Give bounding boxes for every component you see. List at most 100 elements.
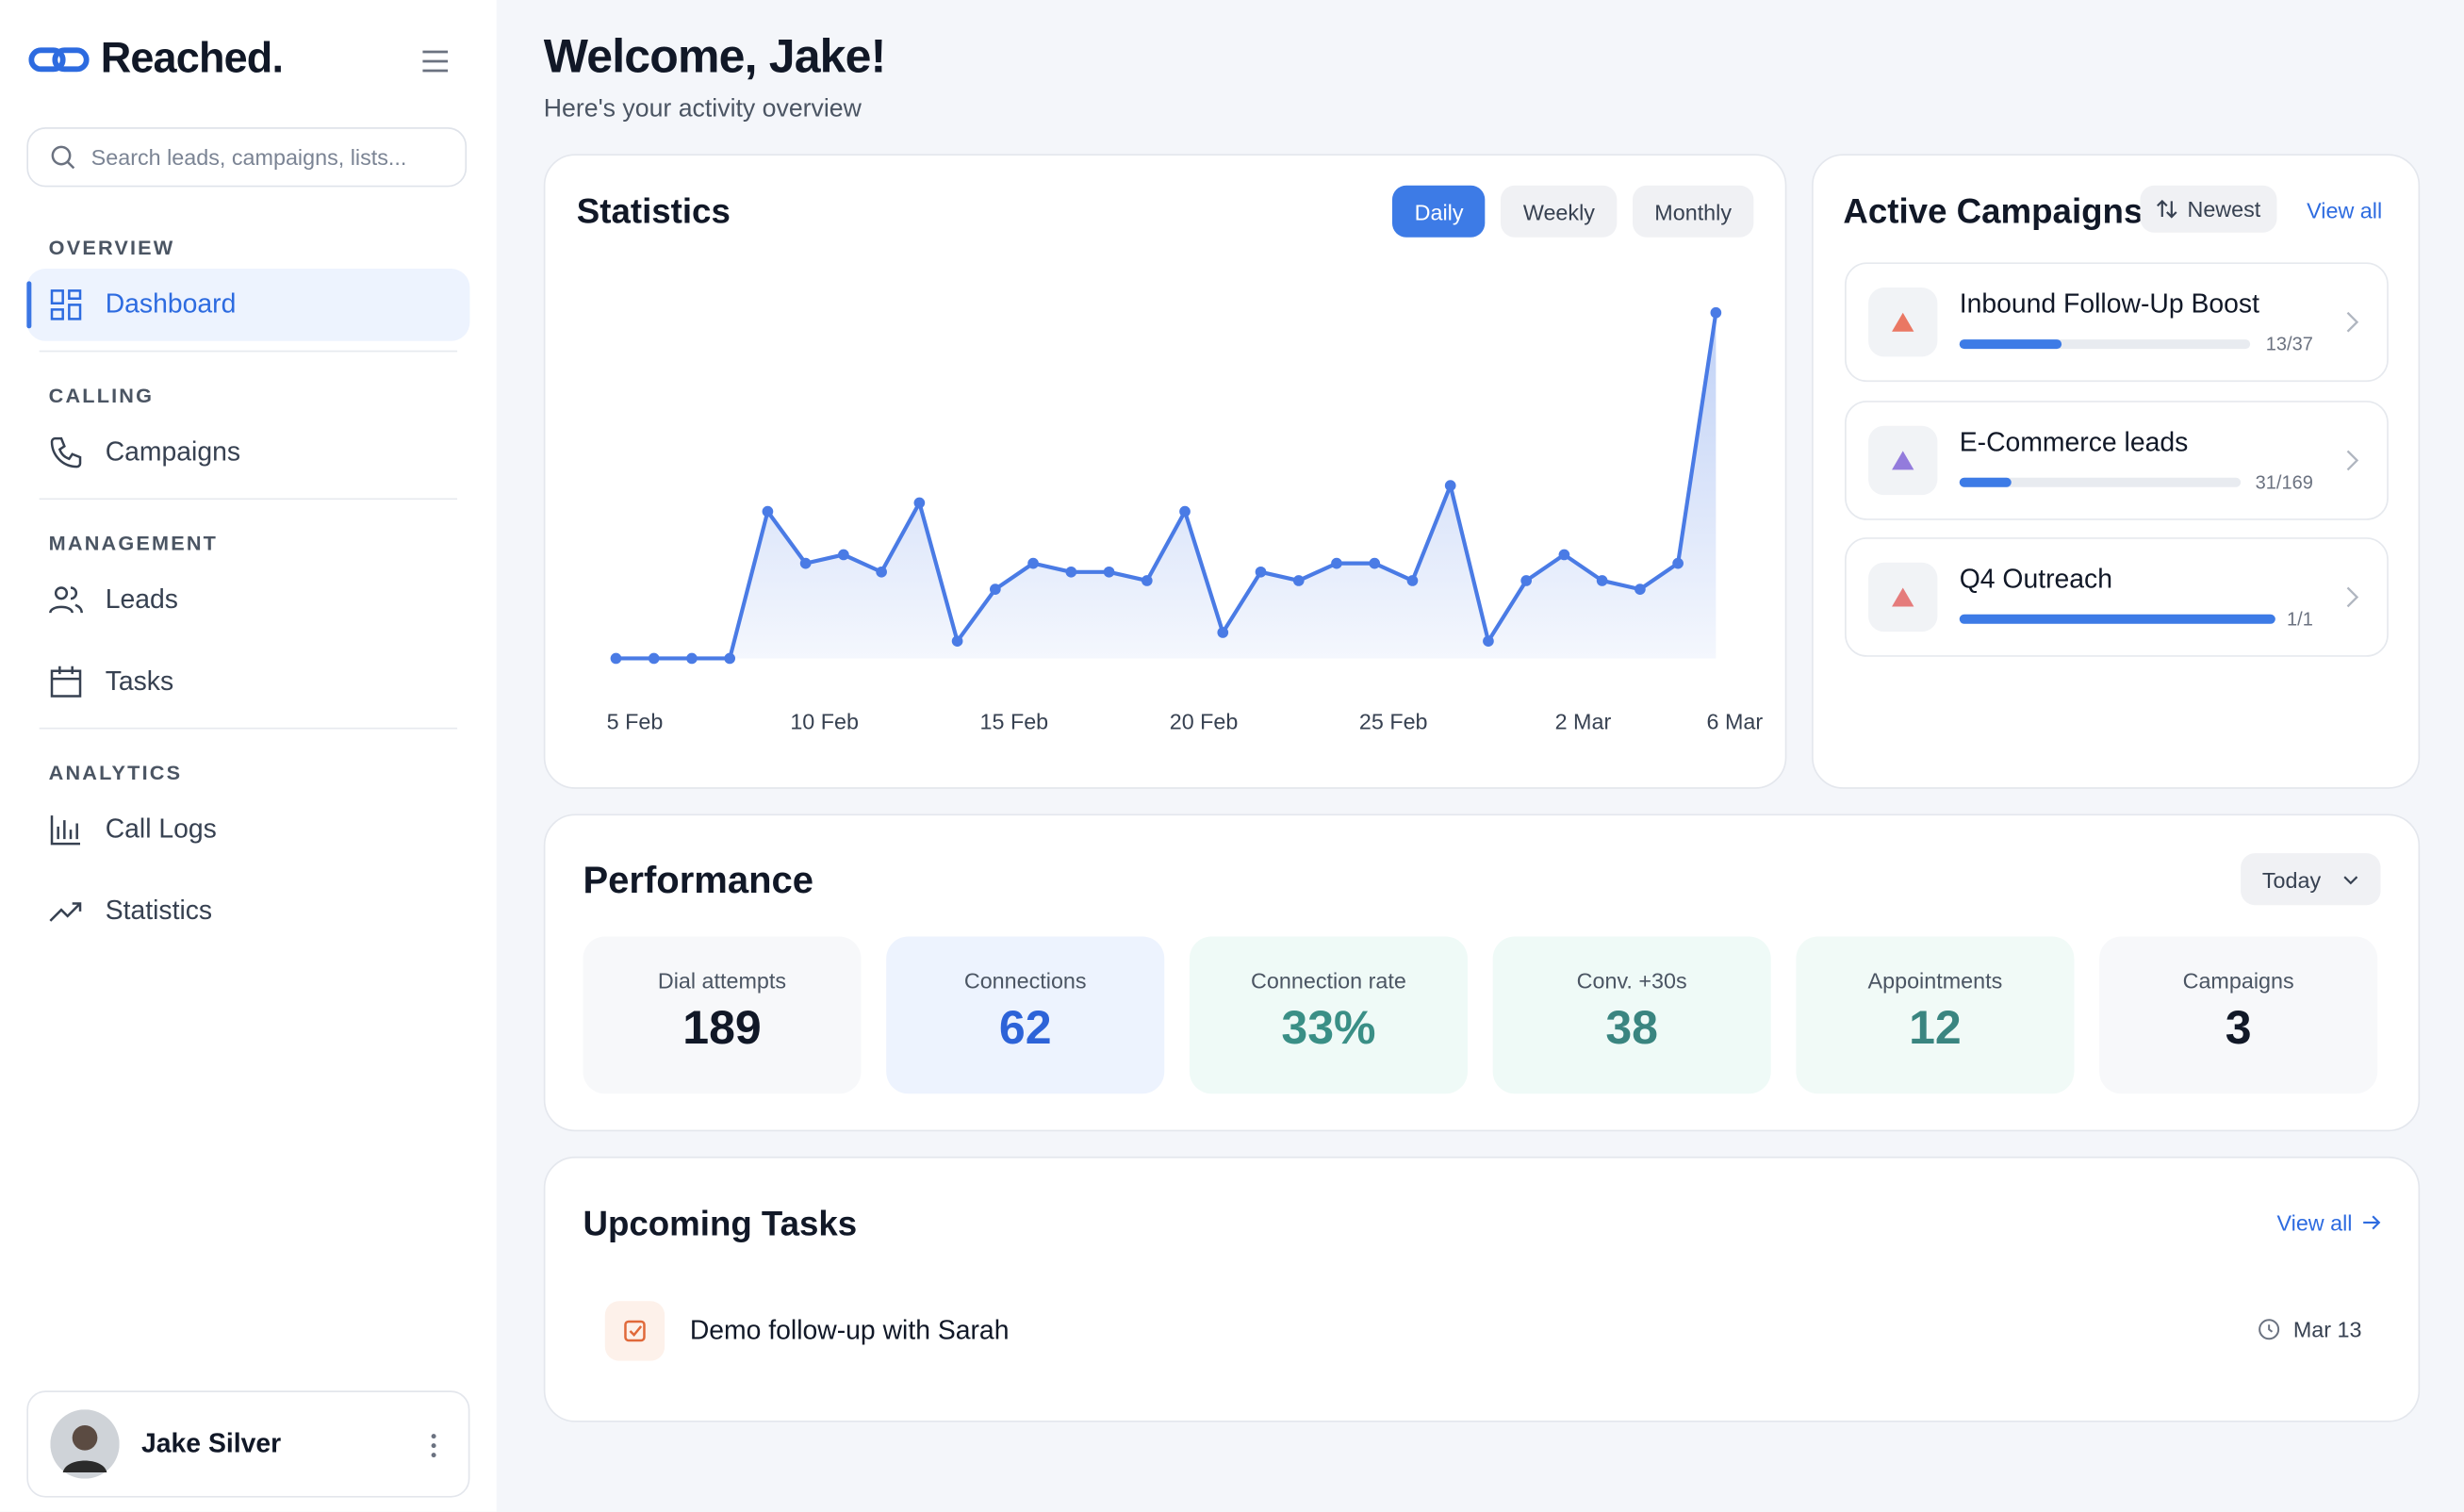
- nav-section: OVERVIEW: [48, 236, 175, 260]
- campaign-row[interactable]: Q4 Outreach 1/1: [1845, 537, 2389, 657]
- progress-track: [1959, 614, 2275, 624]
- user-card[interactable]: Jake Silver: [26, 1390, 470, 1498]
- tab[interactable]: Daily: [1392, 185, 1486, 238]
- menu-button[interactable]: [421, 49, 450, 74]
- point: [724, 652, 736, 665]
- card-title: Active Campaigns: [1843, 191, 2144, 232]
- point: [1179, 505, 1191, 518]
- campaign-icon: [1868, 562, 1938, 633]
- nav-label: Campaigns: [105, 436, 241, 468]
- avatar: [50, 1409, 120, 1479]
- nav-item[interactable]: Dashboard: [26, 269, 470, 341]
- metric-card: Conv. +30s 38: [1492, 936, 1771, 1094]
- tab[interactable]: Monthly: [1632, 185, 1754, 238]
- task-icon: [604, 1301, 665, 1361]
- metric-label: Campaigns: [2182, 967, 2294, 994]
- nav-icon: [49, 586, 83, 614]
- card-title: Performance: [583, 859, 814, 902]
- nav-label: Dashboard: [105, 288, 237, 320]
- nav-icon: [50, 289, 82, 320]
- separator: [39, 350, 458, 353]
- nav-item[interactable]: Leads: [26, 564, 469, 636]
- icon: [1892, 587, 1914, 607]
- metric-value: 62: [998, 1002, 1052, 1055]
- campaign-row[interactable]: Inbound Follow-Up Boost 13/37: [1845, 262, 2389, 383]
- point: [951, 635, 963, 647]
- x-tick-label: 2 Mar: [1555, 709, 1612, 733]
- metric-label: Connections: [963, 967, 1087, 994]
- metric-card: Dial attempts 189: [583, 936, 862, 1094]
- nav-label: Call Logs: [105, 814, 217, 845]
- task-date: Mar 13: [2259, 1317, 2362, 1342]
- separator: [39, 727, 458, 730]
- nav-icon: [49, 902, 82, 922]
- point: [1065, 566, 1077, 578]
- campaign-progress-label: 13/37: [2265, 333, 2313, 355]
- search-placeholder: Search leads, campaigns, lists...: [90, 144, 407, 171]
- nav-label: Statistics: [105, 896, 213, 926]
- nav-item[interactable]: Campaigns: [26, 417, 469, 489]
- card-title: Upcoming Tasks: [583, 1203, 858, 1243]
- sort-button[interactable]: Newest: [2140, 185, 2276, 233]
- metric-card: Connections 62: [886, 936, 1165, 1094]
- point: [1444, 480, 1456, 491]
- metric-label: Dial attempts: [657, 967, 787, 994]
- metric-value: 3: [2225, 1002, 2252, 1055]
- performance-card: Performance Today Dial attempts 189 Connec…: [543, 814, 2421, 1132]
- line: [616, 312, 1718, 661]
- tabs: Daily Weekly Monthly: [1392, 185, 1754, 238]
- x-tick-label: 10 Feb: [790, 709, 859, 733]
- point: [1217, 627, 1229, 638]
- point: [1483, 635, 1494, 647]
- campaign-progress-label: 1/1: [2287, 608, 2313, 631]
- card-title: Statistics: [576, 191, 731, 232]
- metric-card: Connection rate 33%: [1189, 936, 1468, 1094]
- chevron-icon: [2346, 311, 2359, 333]
- point: [913, 497, 926, 509]
- nav-icon: [50, 666, 82, 698]
- nav-label: Tasks: [105, 666, 174, 697]
- x-tick-label: 15 Feb: [980, 709, 1049, 733]
- task-row[interactable]: Demo follow-up with Sarah Mar 13: [604, 1301, 2362, 1361]
- point: [990, 583, 1001, 595]
- logo: [28, 46, 90, 72]
- brand: Reached.: [28, 35, 284, 84]
- campaign-name: Inbound Follow-Up Boost: [1959, 288, 2259, 320]
- tab[interactable]: Weekly: [1501, 185, 1618, 238]
- arrow: [2363, 1215, 2381, 1230]
- clock-icon: [2259, 1319, 2280, 1340]
- point: [1406, 575, 1419, 586]
- point: [1255, 566, 1267, 578]
- x-tick-label: 20 Feb: [1170, 709, 1239, 733]
- nav-item[interactable]: Statistics: [26, 876, 469, 948]
- nav-item[interactable]: Call Logs: [26, 794, 469, 866]
- progress-track: [1959, 476, 2242, 486]
- area: [616, 312, 1717, 659]
- search-box[interactable]: Search leads, campaigns, lists...: [26, 127, 468, 188]
- metric-card: Appointments 12: [1796, 936, 2075, 1094]
- period-select[interactable]: Today: [2240, 853, 2381, 906]
- point: [1634, 583, 1646, 595]
- point: [1103, 566, 1115, 578]
- nav-item[interactable]: Tasks: [26, 646, 469, 718]
- view-all-link[interactable]: View all: [2276, 1209, 2381, 1236]
- nav-icon: [50, 815, 81, 846]
- period-label: Today: [2261, 866, 2322, 893]
- point: [610, 652, 622, 665]
- user-menu[interactable]: [431, 1433, 437, 1458]
- progress-track: [1959, 339, 2251, 350]
- view-all-link[interactable]: View all: [2307, 198, 2383, 223]
- view-all-label: View all: [2276, 1209, 2353, 1236]
- campaign-name: E-Commerce leads: [1959, 426, 2189, 457]
- sidebar: Reached. Search leads, campaigns, lists.…: [0, 0, 497, 1512]
- statistics-card: Statistics Daily Weekly Monthly 5 Feb 10 Fe…: [543, 154, 1787, 789]
- nav-label: Leads: [105, 584, 178, 615]
- point: [1710, 306, 1722, 319]
- chevron: [2346, 586, 2359, 616]
- campaign-row[interactable]: E-Commerce leads 31/169: [1845, 400, 2389, 519]
- point: [1331, 557, 1342, 569]
- metric-value: 38: [1605, 1002, 1658, 1055]
- search-icon: [51, 145, 75, 170]
- metric-value: 189: [682, 1002, 762, 1055]
